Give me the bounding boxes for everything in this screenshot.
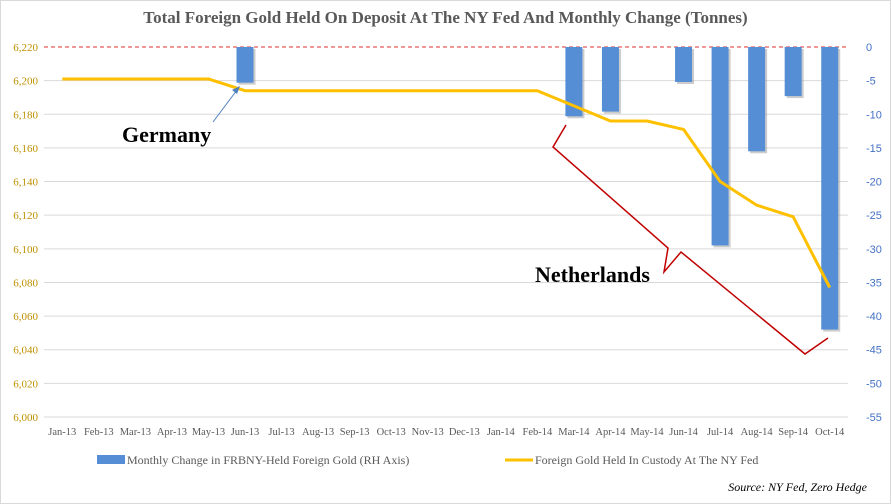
x-tick-label: Jun-14 bbox=[669, 427, 698, 438]
source-note: Source: NY Fed, Zero Hedge bbox=[728, 480, 867, 494]
left-tick-label: 6,120 bbox=[13, 210, 38, 222]
legend-label-bars: Monthly Change in FRBNY-Held Foreign Gol… bbox=[127, 453, 409, 467]
right-tick-label: -40 bbox=[866, 311, 882, 323]
x-tick-label: Jul-13 bbox=[268, 427, 294, 438]
x-tick-label: Apr-13 bbox=[157, 427, 187, 438]
left-tick-label: 6,160 bbox=[13, 143, 38, 155]
right-tick-label: -55 bbox=[866, 412, 882, 424]
x-tick-label: Oct-13 bbox=[377, 427, 406, 438]
bar bbox=[675, 47, 693, 82]
bar bbox=[784, 47, 802, 97]
x-tick-label: Jul-14 bbox=[707, 427, 734, 438]
x-tick-label: Nov-13 bbox=[412, 427, 444, 438]
arrow-head bbox=[232, 86, 240, 94]
x-tick-label: Mar-13 bbox=[120, 427, 151, 438]
bar bbox=[601, 47, 619, 112]
left-tick-label: 6,020 bbox=[13, 378, 38, 390]
right-tick-label: -45 bbox=[866, 345, 882, 357]
bar bbox=[565, 47, 583, 117]
x-tick-label: May-14 bbox=[630, 427, 664, 438]
bar bbox=[748, 47, 766, 152]
right-tick-label: -25 bbox=[866, 210, 882, 222]
x-tick-label: Sep-13 bbox=[340, 427, 370, 438]
x-tick-label: Apr-14 bbox=[595, 427, 626, 438]
x-tick-label: Aug-14 bbox=[741, 427, 774, 438]
x-tick-label: Dec-13 bbox=[449, 427, 480, 438]
left-tick-label: 6,080 bbox=[13, 277, 38, 289]
left-tick-label: 6,220 bbox=[13, 42, 38, 54]
right-tick-label: -30 bbox=[866, 244, 882, 256]
left-tick-label: 6,140 bbox=[13, 177, 38, 189]
x-tick-label: Jan-13 bbox=[48, 427, 76, 438]
x-tick-label: Feb-13 bbox=[84, 427, 114, 438]
right-tick-label: 0 bbox=[866, 42, 872, 54]
right-tick-label: -50 bbox=[866, 378, 882, 390]
x-tick-label: Aug-13 bbox=[302, 427, 334, 438]
x-tick-label: Oct-14 bbox=[815, 427, 845, 438]
x-tick-label: Feb-14 bbox=[522, 427, 552, 438]
right-tick-label: -10 bbox=[866, 109, 882, 121]
legend-swatch-bars bbox=[97, 455, 125, 464]
chart-title: Total Foreign Gold Held On Deposit At Th… bbox=[143, 8, 748, 27]
annotation-netherlands: Netherlands bbox=[535, 262, 650, 287]
line-series bbox=[62, 77, 832, 289]
left-tick-label: 6,200 bbox=[13, 76, 38, 88]
right-tick-label: -35 bbox=[866, 277, 882, 289]
left-tick-label: 6,060 bbox=[13, 311, 38, 323]
left-tick-label: 6,100 bbox=[13, 244, 38, 256]
annotation-germany: Germany bbox=[122, 122, 211, 147]
legend-label-line: Foreign Gold Held In Custody At The NY F… bbox=[535, 453, 758, 467]
left-tick-label: 6,180 bbox=[13, 109, 38, 121]
bar bbox=[711, 47, 729, 246]
arrow-line bbox=[212, 89, 238, 123]
netherlands-brace bbox=[552, 124, 829, 355]
x-tick-label: Jun-13 bbox=[231, 427, 260, 438]
x-tick-label: May-13 bbox=[192, 427, 225, 438]
x-tick-label: Sep-14 bbox=[778, 427, 808, 438]
bar bbox=[236, 47, 254, 83]
left-tick-label: 6,040 bbox=[13, 345, 38, 357]
right-tick-label: -20 bbox=[866, 177, 882, 189]
right-tick-label: -15 bbox=[866, 143, 882, 155]
x-tick-label: Mar-14 bbox=[558, 427, 590, 438]
bar bbox=[821, 47, 839, 330]
left-tick-label: 6,000 bbox=[13, 412, 38, 424]
x-tick-label: Jan-14 bbox=[487, 427, 516, 438]
right-tick-label: -5 bbox=[866, 76, 876, 88]
